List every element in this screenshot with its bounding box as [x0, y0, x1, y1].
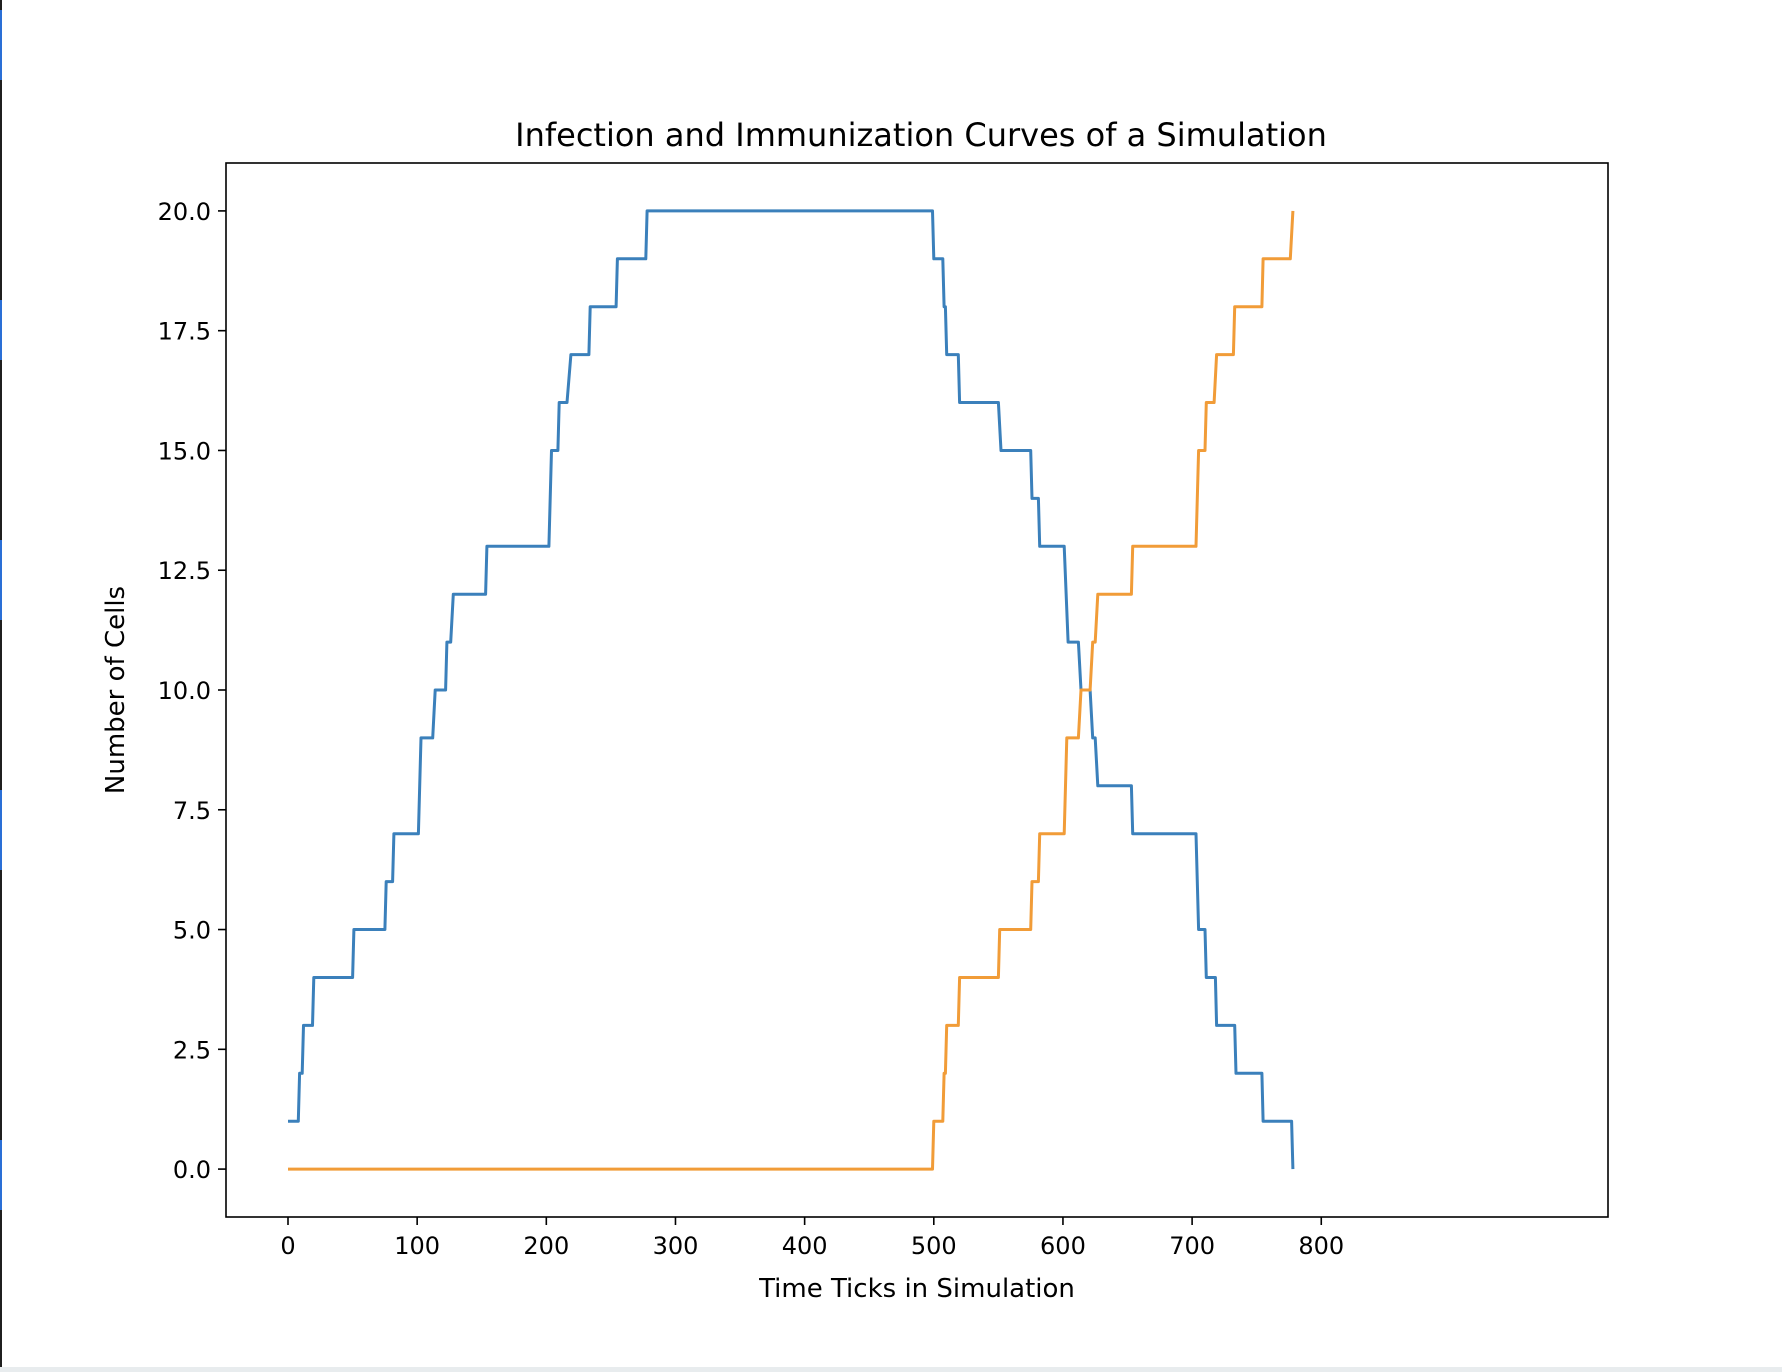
edge-marker [0, 10, 2, 80]
x-tick-label: 0 [280, 1232, 295, 1260]
x-tick-label: 600 [1040, 1232, 1086, 1260]
window-bottom-strip [0, 1367, 1782, 1372]
y-tick-label: 12.5 [158, 557, 211, 585]
y-tick-label: 5.0 [173, 917, 211, 945]
x-tick-label: 800 [1298, 1232, 1344, 1260]
y-tick-label: 15.0 [158, 437, 211, 465]
chart-title: Infection and Immunization Curves of a S… [515, 116, 1327, 154]
x-tick-label: 200 [523, 1232, 569, 1260]
x-tick-label: 400 [782, 1232, 828, 1260]
y-tick-label: 20.0 [158, 198, 211, 226]
x-tick-label: 500 [911, 1232, 957, 1260]
x-tick-label: 300 [653, 1232, 699, 1260]
y-tick-label: 0.0 [173, 1156, 211, 1184]
y-axis-label: Number of Cells [101, 586, 131, 794]
y-tick-label: 2.5 [173, 1036, 211, 1064]
y-tick-label: 17.5 [158, 318, 211, 346]
y-axis: 0.0 2.5 5.0 7.5 10.0 12.5 15.0 17.5 20.0 [158, 198, 226, 1184]
series-line-2 [288, 210, 1295, 1171]
y-tick-label: 7.5 [173, 797, 211, 825]
y-tick-label: 10.0 [158, 677, 211, 705]
x-axis-label: Time Ticks in Simulation [758, 1274, 1075, 1304]
edge-marker [0, 540, 2, 620]
plot-frame [225, 162, 1609, 1218]
x-axis: 0 100 200 300 400 500 600 700 800 [280, 1217, 1344, 1260]
series-layer [288, 209, 1295, 1171]
window-left-edge [0, 0, 2, 1372]
x-tick-label: 700 [1169, 1232, 1215, 1260]
series-line-1 [288, 209, 1295, 1170]
edge-marker [0, 300, 2, 360]
edge-marker [0, 790, 2, 870]
x-tick-label: 100 [394, 1232, 440, 1260]
edge-marker [0, 1140, 2, 1210]
